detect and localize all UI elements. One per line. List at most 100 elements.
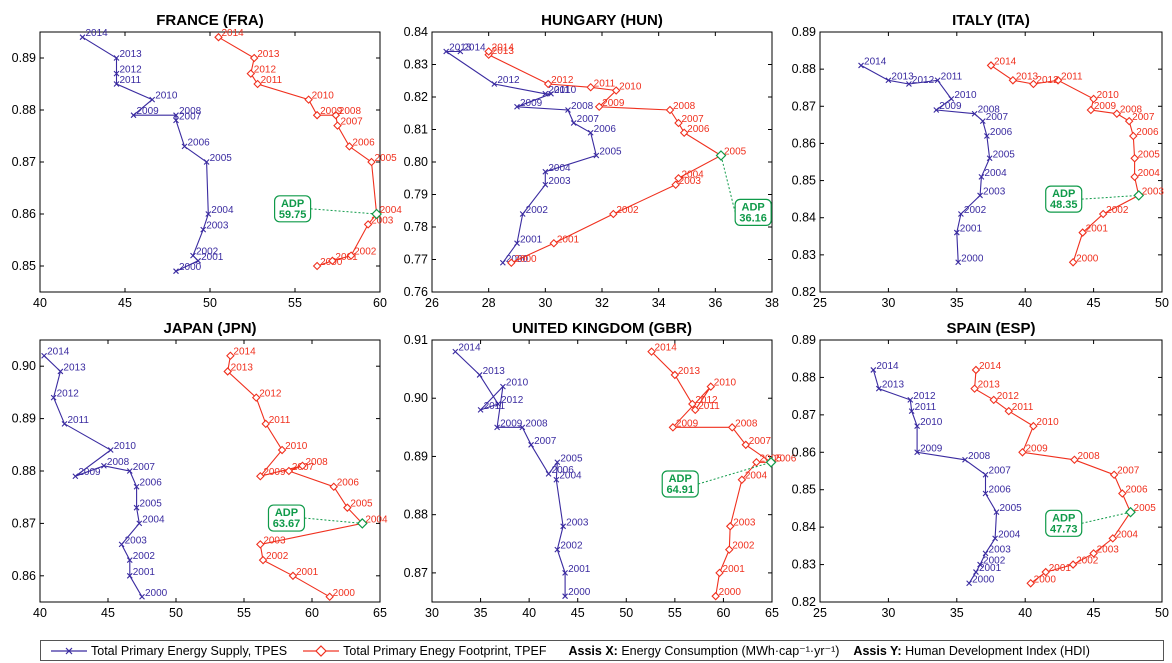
- adp-box: [267, 504, 306, 532]
- tpes-marker-icon: [51, 647, 87, 654]
- tpef-year-label: 2000: [333, 588, 356, 599]
- tpes-year-label: 2012: [120, 65, 143, 76]
- tpef-year-label: 2010: [1036, 417, 1059, 428]
- tpes-year-label: 2000: [145, 588, 168, 599]
- tpes-point: [977, 192, 983, 199]
- tpef-point: [223, 367, 232, 376]
- tpef-year-label: 2006: [687, 124, 710, 135]
- x-tick-label: 45: [118, 296, 132, 310]
- tpes-point: [933, 107, 940, 113]
- tpef-year-label: 2014: [233, 347, 256, 358]
- panel-title: FRANCE (FRA): [156, 12, 263, 29]
- tpef-year-label: 2000: [1076, 253, 1099, 264]
- tpef-year-label: 2008: [305, 457, 328, 468]
- tpef-point: [1068, 258, 1078, 267]
- panel-title: HUNGARY (HUN): [541, 12, 663, 29]
- tpef-year-label: 2007: [749, 436, 772, 447]
- adp-value: 63.67: [273, 518, 301, 530]
- tpef-year-label: 2004: [682, 169, 705, 180]
- panel-title: JAPAN (JPN): [163, 320, 256, 337]
- y-tick-label: 0.87: [792, 408, 816, 422]
- tpef-year-label: 2009: [602, 98, 625, 109]
- tpef-point: [288, 571, 298, 581]
- tpes-year-label: 2006: [990, 127, 1013, 138]
- tpef-point: [970, 384, 979, 393]
- tpes-year-label: 2007: [133, 462, 156, 473]
- tpes-year-label: 2013: [120, 49, 143, 60]
- x-tick-label: 35: [950, 606, 964, 620]
- tpef-year-label: 2005: [724, 147, 747, 158]
- tpes-year-label: 2004: [142, 514, 165, 525]
- tpef-year-label: 2014: [994, 56, 1017, 67]
- tpes-year-label: 2011: [941, 71, 963, 82]
- x-tick-label: 60: [305, 606, 319, 620]
- tpef-year-label: 2008: [735, 418, 758, 429]
- tpes-point: [173, 268, 179, 275]
- tpes-year-label: 2012: [57, 389, 80, 400]
- tpes-point: [203, 159, 210, 165]
- tpes-year-label: 2000: [961, 253, 984, 264]
- x-axis-text: Energy Consumption (MWh·cap⁻¹·yr⁻¹): [621, 644, 840, 658]
- tpes-point: [907, 396, 914, 403]
- tpes-year-label: 2014: [47, 347, 70, 358]
- x-tick-label: 40: [33, 296, 47, 310]
- tpes-point: [443, 48, 450, 55]
- tpef-point: [1112, 109, 1122, 118]
- tpef-year-label: 2001: [723, 564, 746, 575]
- adp-value: 64.91: [666, 484, 694, 496]
- y-tick-label: 0.83: [792, 558, 816, 572]
- tpef-year-label: 2003: [733, 517, 756, 528]
- x-tick-label: 40: [522, 606, 536, 620]
- tpef-year-label: 2001: [1086, 224, 1109, 235]
- x-tick-label: 32: [595, 296, 609, 310]
- tpef-point: [1098, 209, 1108, 219]
- tpef-point: [724, 545, 734, 554]
- tpes-point: [908, 408, 915, 415]
- y-tick-label: 0.90: [12, 359, 36, 373]
- tpef-point: [688, 399, 697, 409]
- tpef-year-label: 2000: [1034, 574, 1057, 585]
- tpef-point: [715, 568, 724, 578]
- legend-tpes-label: Total Primary Energy Supply, TPES: [91, 643, 288, 658]
- adp-label: ADP: [275, 507, 298, 519]
- tpes-point: [570, 120, 577, 126]
- tpes-year-label: 2010: [554, 85, 577, 96]
- tpes-point: [499, 259, 506, 266]
- tpes-year-label: 2001: [568, 564, 591, 575]
- x-tick-label: 30: [881, 296, 895, 310]
- tpes-year-label: 2009: [920, 443, 943, 454]
- tpes-point: [126, 468, 133, 474]
- tpes-year-label: 2008: [179, 106, 202, 117]
- tpes-point: [962, 456, 968, 463]
- x-tick-label: 40: [33, 606, 47, 620]
- tpef-point: [737, 475, 747, 485]
- tpes-year-label: 2005: [999, 503, 1022, 514]
- tpes-point: [41, 352, 47, 359]
- x-tick-label: 50: [1155, 606, 1169, 620]
- tpef-year-label: 2011: [698, 401, 720, 412]
- y-tick-label: 0.77: [404, 253, 428, 267]
- y-tick-label: 0.86: [792, 136, 816, 150]
- tpes-year-label: 2002: [196, 247, 219, 258]
- tpef-point: [1053, 76, 1063, 85]
- y-tick-label: 0.80: [404, 155, 428, 169]
- tpef-year-label: 2002: [1076, 556, 1099, 567]
- tpes-point: [139, 593, 145, 600]
- tpef-year-label: 2001: [1049, 563, 1072, 574]
- tpes-year-label: 2004: [984, 168, 1007, 179]
- tpef-point: [741, 440, 751, 450]
- legend-x-axis-note: Assis X: Energy Consumption (MWh·cap⁻¹·y…: [568, 643, 839, 658]
- adp-value: 59.75: [279, 209, 307, 221]
- tpes-year-label: 2010: [954, 90, 977, 101]
- y-tick-label: 0.84: [404, 25, 428, 39]
- y-tick-label: 0.76: [404, 285, 428, 299]
- x-tick-label: 30: [425, 606, 439, 620]
- tpef-year-label: 2004: [1116, 529, 1139, 540]
- tpes-series-line: [444, 50, 597, 264]
- tpef-point: [226, 351, 235, 360]
- tpes-year-label: 2004: [998, 529, 1021, 540]
- tpef-point: [986, 61, 996, 70]
- tpes-point: [130, 112, 137, 119]
- x-tick-label: 35: [950, 296, 964, 310]
- tpef-year-label: 2012: [254, 65, 277, 76]
